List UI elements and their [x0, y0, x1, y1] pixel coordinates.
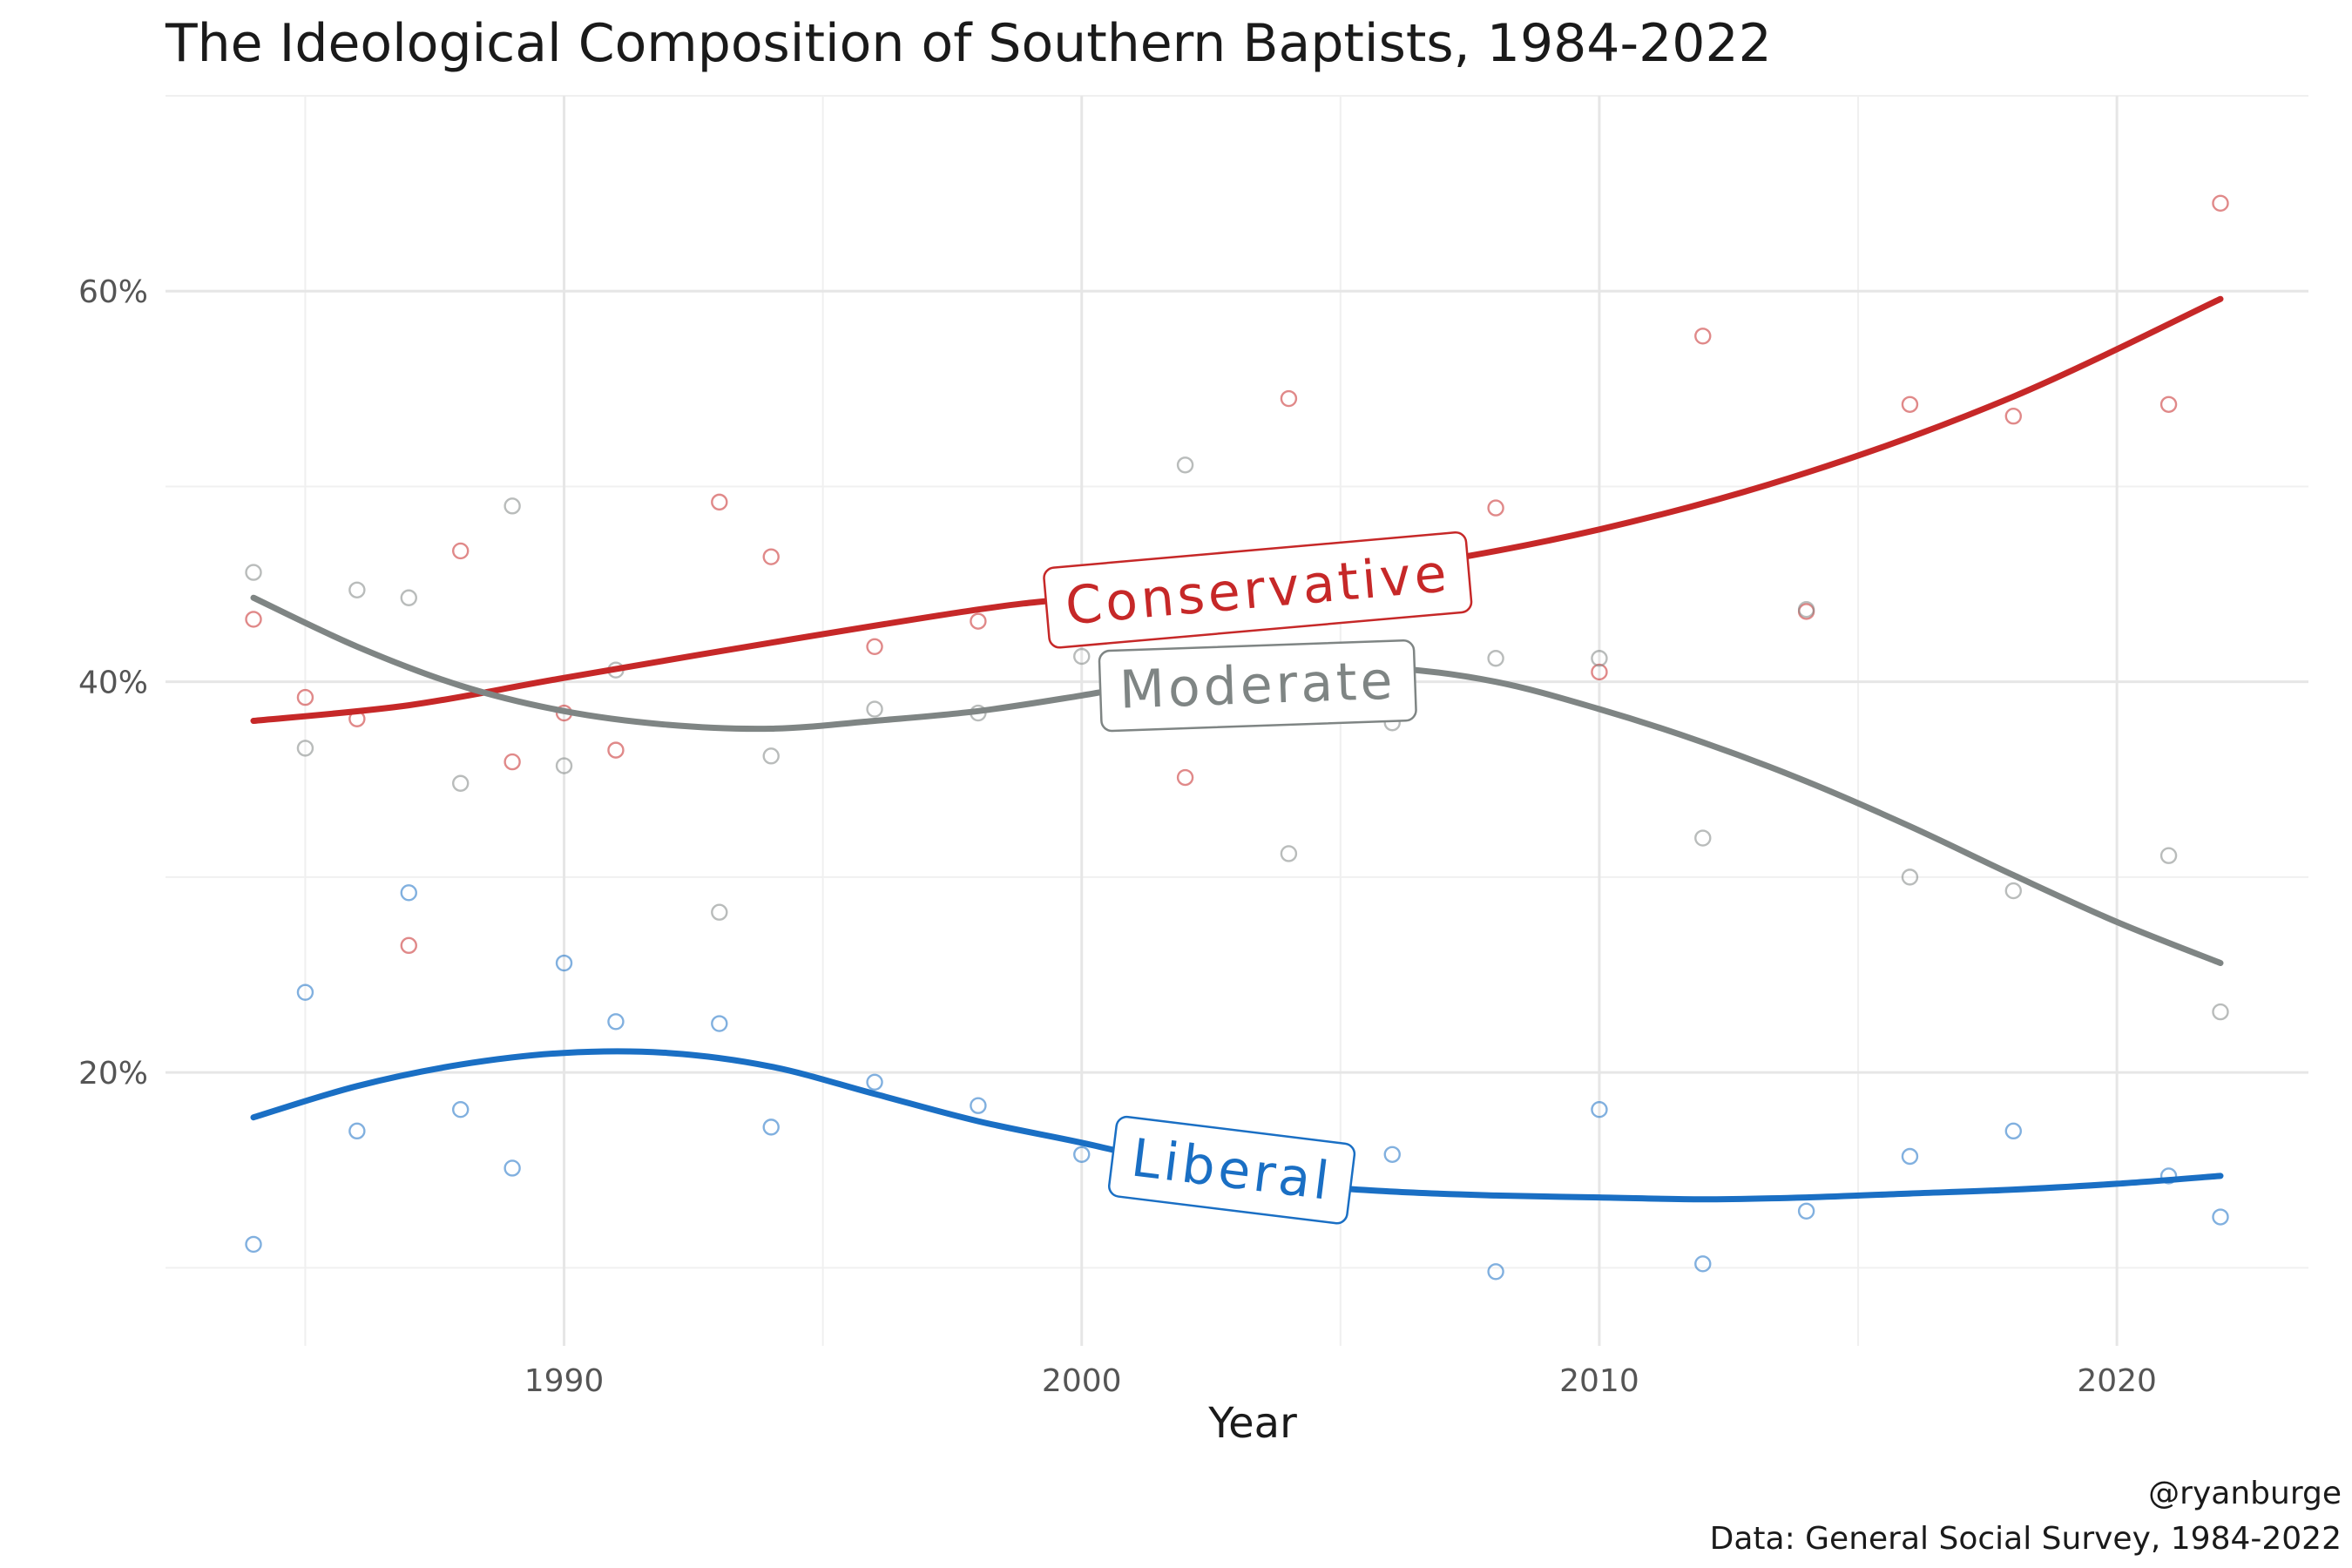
liberal-point	[1383, 1146, 1401, 1163]
x-tick-label: 2010	[1559, 1363, 1639, 1399]
moderate-point	[1487, 650, 1504, 667]
caption-handle: @ryanburge	[2148, 1476, 2342, 1511]
moderate-point	[2004, 882, 2023, 900]
liberal-point	[1487, 1263, 1504, 1281]
liberal-label-frame	[1107, 1115, 1356, 1225]
liberal-point	[1694, 1255, 1712, 1273]
moderate-point	[504, 497, 521, 515]
conservative-point	[2159, 395, 2178, 413]
y-tick-label: 60%	[78, 274, 148, 310]
moderate-point	[711, 903, 728, 921]
y-tick-label: 40%	[78, 666, 148, 701]
moderate-label-box: Moderate	[1098, 639, 1417, 733]
liberal-point	[866, 1073, 883, 1092]
conservative-point	[451, 542, 470, 560]
conservative-point	[607, 741, 625, 759]
liberal-point	[607, 1013, 625, 1031]
conservative-point	[762, 548, 780, 565]
x-tick-labels: 1990 2000 2010 2020	[524, 1363, 2157, 1399]
liberal-point	[1591, 1100, 1608, 1119]
liberal-point	[1073, 1146, 1091, 1163]
moderate-point	[296, 740, 314, 757]
liberal-point	[2159, 1167, 2178, 1185]
moderate-point	[1901, 868, 1919, 886]
conservative-point	[1280, 389, 1298, 408]
grid-minor	[166, 95, 2308, 1346]
liberal-point	[555, 954, 573, 972]
liberal-point	[400, 884, 417, 902]
conservative-point	[1591, 663, 1608, 681]
conservative-point	[1176, 768, 1194, 787]
conservative-point	[711, 493, 728, 511]
x-axis-title: Year	[1207, 1399, 1297, 1448]
conservative-label-frame	[1043, 531, 1473, 649]
y-tick-label: 20%	[78, 1056, 148, 1092]
conservative-point	[2004, 408, 2023, 425]
y-tick-labels: 20% 40% 60%	[78, 274, 148, 1092]
conservative-point	[970, 612, 987, 630]
conservative-point	[2212, 194, 2229, 213]
liberal-point	[1797, 1202, 1815, 1220]
moderate-point	[555, 757, 573, 774]
trend-lines	[250, 295, 2224, 1203]
moderate-point	[348, 581, 366, 598]
conservative-point	[1694, 328, 1712, 345]
moderate-point	[1694, 829, 1712, 847]
moderate-point	[2159, 847, 2178, 864]
liberal-point	[1901, 1147, 1919, 1166]
moderate-label: Moderate	[1119, 651, 1397, 721]
liberal-point	[2004, 1122, 2023, 1140]
conservative-point	[245, 611, 262, 628]
conservative-point	[1901, 395, 1919, 413]
liberal-point	[451, 1100, 470, 1119]
liberal-point	[245, 1235, 262, 1254]
moderate-point	[762, 747, 780, 765]
moderate-point	[1591, 650, 1608, 667]
x-tick-label: 2020	[2077, 1363, 2157, 1399]
moderate-point	[1280, 845, 1298, 862]
moderate-label-frame	[1098, 639, 1417, 733]
liberal-point	[970, 1097, 987, 1114]
moderate-point	[1176, 456, 1194, 474]
liberal-point	[711, 1015, 728, 1032]
chart-title: The Ideological Composition of Southern …	[165, 13, 1772, 74]
moderate-point	[2212, 1003, 2229, 1021]
liberal-point	[2212, 1208, 2229, 1226]
conservative-point	[1487, 499, 1504, 517]
conservative-point	[296, 688, 314, 706]
caption-source: Data: General Social Survey, 1984-2022	[1710, 1521, 2342, 1557]
conservative-label-box: Conservative	[1043, 531, 1473, 649]
liberal-point	[348, 1122, 366, 1140]
moderate-point	[866, 700, 883, 718]
liberal-point	[296, 983, 314, 1001]
x-tick-label: 1990	[524, 1363, 605, 1399]
moderate-point	[451, 774, 470, 792]
liberal-point	[762, 1119, 780, 1136]
data-points	[245, 194, 2229, 1281]
moderate-point	[245, 564, 262, 581]
conservative-point	[400, 936, 417, 955]
moderate-point	[1797, 600, 1815, 618]
conservative-point	[866, 638, 883, 655]
liberal-label-box: Liberal	[1107, 1115, 1356, 1225]
moderate-point	[1073, 647, 1091, 666]
moderate-point	[400, 589, 417, 606]
liberal-point	[504, 1159, 521, 1177]
conservative-point	[504, 753, 521, 771]
x-tick-label: 2000	[1042, 1363, 1122, 1399]
